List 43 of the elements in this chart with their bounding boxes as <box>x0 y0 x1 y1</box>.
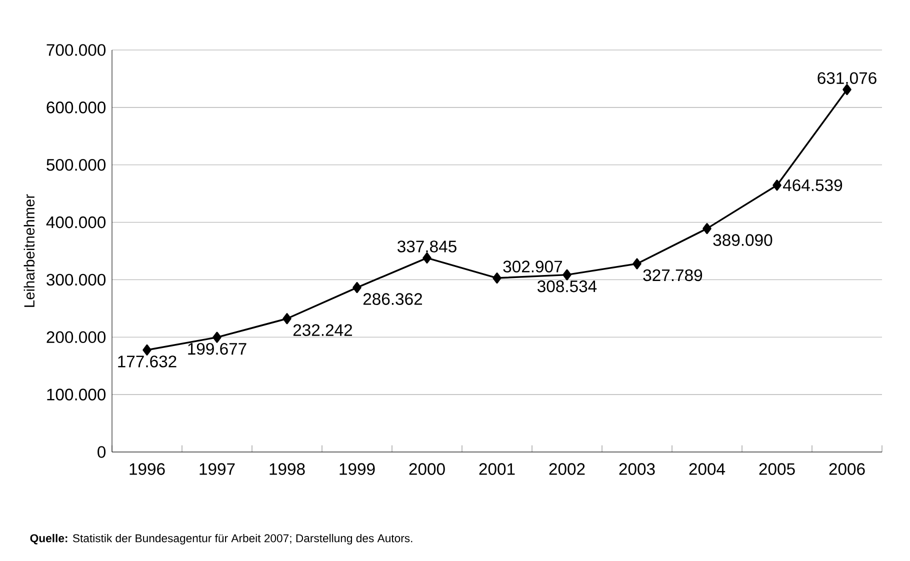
y-tick-label: 700.000 <box>46 44 106 56</box>
point <box>142 344 152 356</box>
y-tick-label: 100.000 <box>47 388 106 400</box>
data-label: 308.534 <box>538 280 597 292</box>
point <box>352 282 362 294</box>
x-tick-label: 1996 <box>130 463 165 475</box>
data-label: 464.539 <box>782 179 842 192</box>
x-tick-label: 2002 <box>549 463 585 475</box>
y-tick-label: 200.000 <box>46 331 106 344</box>
point <box>842 84 852 96</box>
point <box>422 252 432 264</box>
x-tick-label: 1997 <box>200 463 235 475</box>
x-tick-label: 1999 <box>340 463 375 475</box>
point <box>212 332 222 343</box>
y-tick-label: 300.000 <box>46 274 106 286</box>
point <box>562 269 572 280</box>
data-label: 286.362 <box>363 293 422 305</box>
y-axis-title: Leiharbeitnehmer <box>24 194 35 307</box>
point <box>632 258 642 270</box>
data-label: 177.632 <box>118 356 176 368</box>
data-label: 337.845 <box>398 240 456 252</box>
data-label: 302.907 <box>503 260 562 272</box>
y-tick-label: 400.000 <box>46 216 106 228</box>
point <box>492 272 502 284</box>
text: Quelle: Statistik der Bundesagentur für Arbeit 2007; Darstellung des Autors. <box>30 534 412 544</box>
x-tick-label: 2004 <box>689 463 726 475</box>
point <box>282 313 292 324</box>
x-tick-label: 2005 <box>759 463 795 475</box>
x-tick-label: 2003 <box>619 463 655 475</box>
x-tick-label: 1998 <box>270 463 305 475</box>
data-label: 232.242 <box>293 324 352 336</box>
x-tick-label: 2000 <box>409 463 445 475</box>
point <box>772 180 782 191</box>
y-tick-label: 600.000 <box>46 102 106 114</box>
data-label: 631.076 <box>818 72 876 84</box>
y-tick-label: 500.000 <box>46 158 106 171</box>
data-label: 199.677 <box>188 342 246 355</box>
point <box>702 223 712 234</box>
y-tick-label: 0 <box>98 446 106 458</box>
data-label: 389.090 <box>713 234 772 246</box>
data-label: 327.789 <box>643 269 702 282</box>
x-tick-label: 2001 <box>479 463 515 475</box>
x-tick-label: 2006 <box>829 463 865 475</box>
